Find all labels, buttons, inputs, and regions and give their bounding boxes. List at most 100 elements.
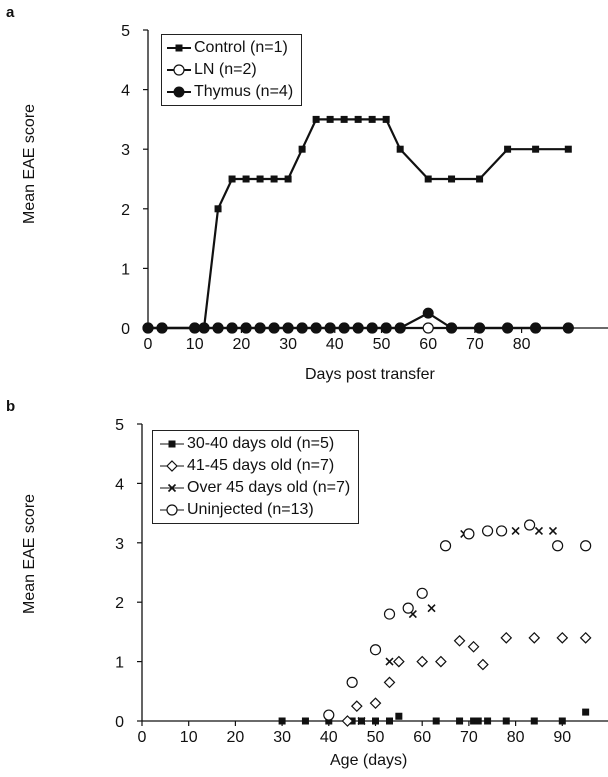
x-tick-label: 50 bbox=[367, 729, 385, 746]
data-point bbox=[156, 322, 168, 334]
legend-item: LN (n=2) bbox=[166, 59, 293, 81]
data-point bbox=[256, 175, 264, 183]
data-point bbox=[427, 604, 436, 613]
legend-symbol bbox=[167, 44, 191, 52]
data-point bbox=[340, 115, 348, 123]
data-point bbox=[396, 145, 404, 153]
series-b-2 bbox=[357, 526, 558, 726]
data-point bbox=[446, 322, 458, 334]
x-tick-label: 40 bbox=[326, 336, 344, 353]
data-point bbox=[354, 115, 362, 123]
legend-item: 41-45 days old (n=7) bbox=[159, 455, 350, 477]
data-point bbox=[326, 115, 334, 123]
data-point bbox=[456, 717, 464, 725]
y-tick-label: 0 bbox=[121, 321, 130, 338]
data-point bbox=[352, 322, 364, 334]
data-point bbox=[214, 205, 222, 213]
legend-label: 41-45 days old (n=7) bbox=[187, 457, 335, 474]
panel-b-xlabel: Age (days) bbox=[330, 752, 408, 769]
data-point bbox=[296, 322, 308, 334]
y-tick-label: 4 bbox=[121, 83, 130, 100]
y-tick-label: 1 bbox=[115, 655, 124, 672]
data-point bbox=[422, 322, 434, 334]
data-point bbox=[310, 322, 322, 334]
series-a-2 bbox=[142, 307, 574, 334]
data-point bbox=[240, 322, 252, 334]
legend-label: Thymus (n=4) bbox=[194, 83, 294, 100]
data-point bbox=[530, 717, 538, 725]
data-point bbox=[556, 631, 569, 644]
data-point bbox=[558, 717, 566, 725]
data-point bbox=[474, 717, 482, 725]
data-point bbox=[477, 658, 489, 671]
data-point bbox=[463, 528, 475, 540]
data-point bbox=[278, 717, 286, 725]
panel-a-letter: a bbox=[6, 4, 15, 21]
data-point bbox=[284, 175, 292, 183]
x-tick-label: 60 bbox=[413, 729, 431, 746]
data-point bbox=[325, 717, 333, 725]
data-point bbox=[580, 540, 592, 552]
data-point bbox=[357, 716, 366, 726]
data-point bbox=[368, 115, 376, 123]
data-point bbox=[532, 145, 540, 153]
data-point bbox=[270, 175, 278, 183]
y-tick-label: 1 bbox=[121, 261, 130, 278]
data-point bbox=[511, 526, 520, 535]
data-point bbox=[386, 717, 394, 725]
data-point bbox=[372, 717, 379, 725]
data-point bbox=[242, 175, 250, 183]
data-point bbox=[432, 717, 440, 725]
x-tick-label: 50 bbox=[373, 336, 391, 353]
data-point bbox=[528, 631, 541, 644]
y-tick-label: 2 bbox=[121, 202, 130, 219]
legend-item: Uninjected (n=13) bbox=[159, 499, 350, 521]
data-point bbox=[323, 709, 335, 721]
x-tick-label: 40 bbox=[320, 729, 338, 746]
legend-panel-a: Control (n=1) LN (n=2) Thymus (n=4) bbox=[161, 34, 303, 106]
data-point bbox=[582, 708, 590, 716]
data-point bbox=[524, 519, 536, 531]
x-tick-label: 30 bbox=[279, 336, 297, 353]
panel-a-xlabel: Days post transfer bbox=[305, 366, 435, 383]
data-point bbox=[435, 655, 447, 668]
legend-marker bbox=[173, 86, 185, 98]
data-point bbox=[453, 634, 466, 647]
x-tick-label: 20 bbox=[227, 729, 245, 746]
data-point bbox=[228, 175, 236, 183]
legend-label: Control (n=1) bbox=[194, 39, 288, 56]
data-point bbox=[380, 322, 392, 334]
data-point bbox=[439, 540, 452, 552]
data-point bbox=[562, 322, 574, 334]
legend-marker bbox=[168, 440, 176, 448]
series-b-1 bbox=[341, 631, 592, 727]
data-point bbox=[495, 525, 508, 537]
legend-marker bbox=[175, 44, 183, 52]
data-point bbox=[534, 526, 544, 535]
data-point bbox=[448, 175, 456, 183]
data-point bbox=[369, 644, 382, 656]
x-tick-label: 10 bbox=[186, 336, 204, 353]
x-tick-label: 80 bbox=[507, 729, 525, 746]
x-tick-label: 0 bbox=[144, 336, 153, 353]
data-point bbox=[424, 175, 432, 183]
data-point bbox=[416, 655, 429, 668]
y-tick-label: 5 bbox=[115, 417, 124, 434]
x-tick-label: 70 bbox=[466, 336, 484, 353]
x-tick-label: 0 bbox=[138, 729, 147, 746]
data-point bbox=[481, 525, 494, 537]
data-point bbox=[504, 145, 512, 153]
data-point bbox=[282, 322, 294, 334]
y-tick-label: 5 bbox=[121, 23, 130, 40]
x-tick-label: 80 bbox=[513, 336, 531, 353]
data-point bbox=[212, 322, 224, 334]
data-point bbox=[552, 540, 564, 552]
legend-label: LN (n=2) bbox=[194, 61, 257, 78]
data-point bbox=[341, 715, 354, 727]
data-point bbox=[564, 145, 572, 153]
data-point bbox=[383, 608, 396, 620]
data-point bbox=[530, 322, 542, 334]
legend-marker bbox=[166, 460, 178, 472]
